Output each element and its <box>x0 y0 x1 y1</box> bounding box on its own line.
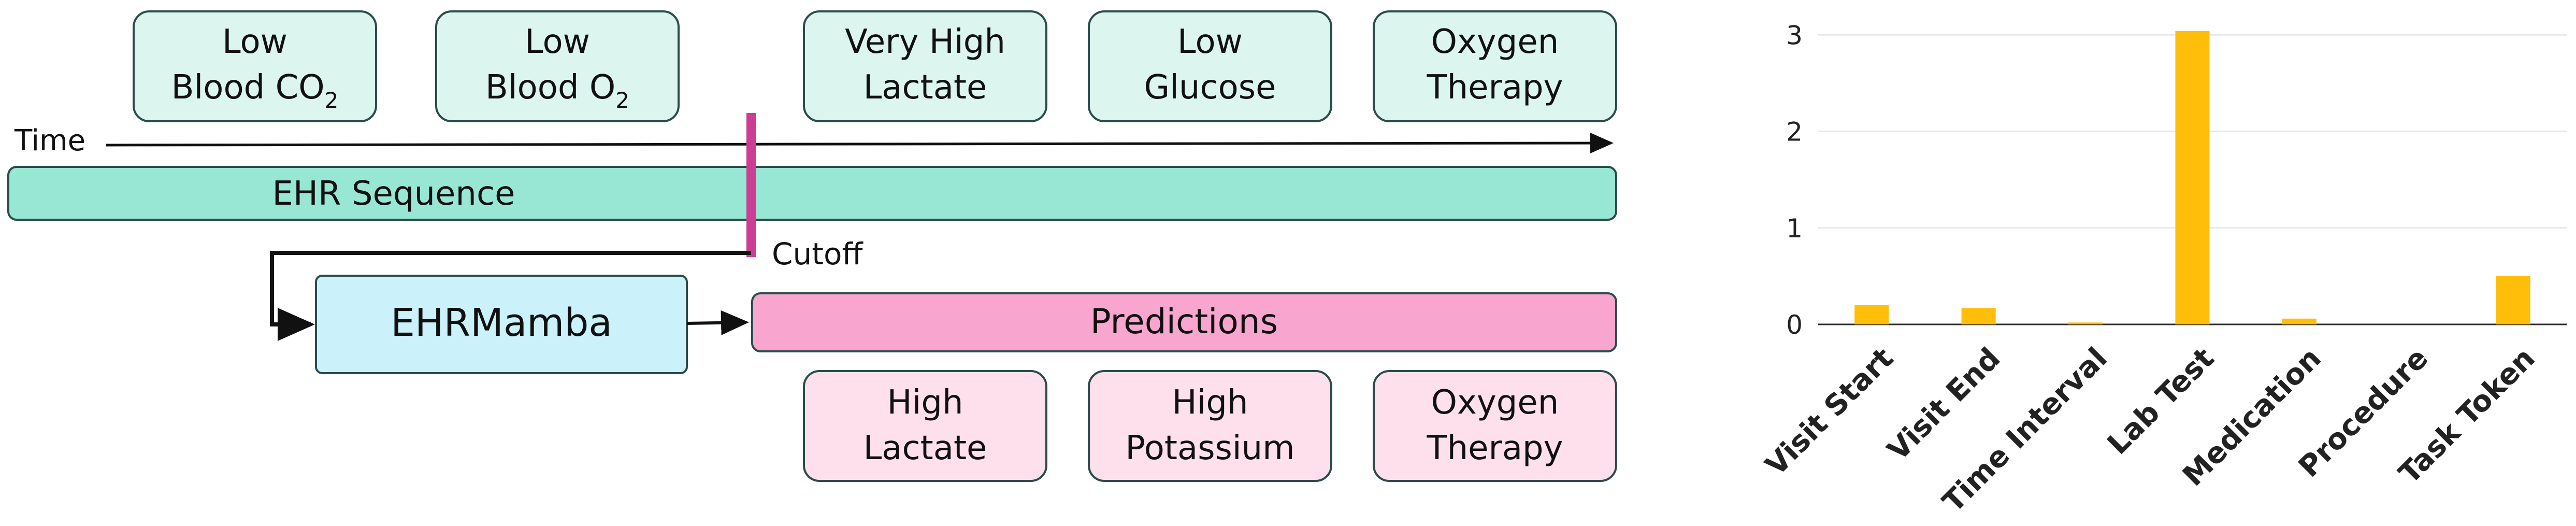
prediction-line1: Oxygen <box>1431 383 1559 422</box>
prediction-line2: Potassium <box>1125 429 1294 467</box>
bar-medication <box>2282 318 2316 324</box>
chart-y-tick-labels: 0 1 2 3 <box>1786 20 1803 340</box>
event-line2: Blood CO2 <box>171 68 339 113</box>
prediction-box-oxygen-therapy: Oxygen Therapy <box>1373 370 1617 482</box>
y-tick-label: 3 <box>1786 20 1803 50</box>
event-line2: Blood O2 <box>485 68 629 113</box>
prediction-box-high-potassium: High Potassium <box>1088 370 1332 482</box>
ehr-sequence-bar: EHR Sequence <box>7 166 1617 221</box>
cutoff-label: Cutoff <box>772 236 864 272</box>
model-to-predictions-arrow <box>686 310 749 335</box>
model-label: EHRMamba <box>391 301 612 345</box>
prediction-box-shape <box>1088 370 1332 482</box>
event-line1: Low <box>222 23 287 61</box>
sequence-shape <box>7 166 1617 221</box>
event-line2: Glucose <box>1144 68 1276 107</box>
y-tick-label: 2 <box>1786 117 1803 147</box>
model-shape <box>315 275 688 374</box>
prediction-box-high-lactate: High Lactate <box>803 370 1047 482</box>
predictions-shape <box>751 292 1617 352</box>
event-line1: Oxygen <box>1431 23 1559 61</box>
bar-time-interval <box>2068 322 2103 324</box>
chart-bars <box>1854 31 2530 325</box>
event-box-shape <box>435 10 680 122</box>
bar-task-token <box>2496 276 2530 324</box>
bar-visit-start <box>1854 305 1889 324</box>
event-box-shape <box>803 10 1047 122</box>
prediction-line1: High <box>887 383 963 422</box>
prediction-box-shape <box>1373 370 1617 482</box>
event-line2-main: Blood CO <box>171 68 325 107</box>
event-line2-subscript: 2 <box>615 88 629 113</box>
event-box-shape <box>133 10 377 122</box>
event-box-low-glucose: Low Glucose <box>1088 10 1332 122</box>
event-box-shape <box>1088 10 1332 122</box>
prediction-line1: High <box>1172 383 1248 422</box>
sequence-label: EHR Sequence <box>272 175 515 213</box>
event-line1: Low <box>525 23 590 61</box>
event-box-shape <box>1373 10 1617 122</box>
x-tick-label: Visit Start <box>1759 342 1900 482</box>
cutoff-to-model-arrow <box>270 251 751 341</box>
time-arrow <box>106 133 1614 154</box>
bar-lab-test <box>2175 31 2210 325</box>
event-line2: Therapy <box>1426 68 1563 107</box>
event-line2: Lactate <box>864 68 987 107</box>
predictions-label: Predictions <box>1090 302 1278 342</box>
y-tick-label: 1 <box>1786 214 1803 244</box>
event-box-low-blood-co2: Low Blood CO2 <box>133 10 377 122</box>
event-line1: Low <box>1177 23 1243 61</box>
diagram: Low Blood CO2 Low Blood O2 Very High Lac… <box>7 10 1617 482</box>
y-tick-label: 0 <box>1786 310 1803 340</box>
time-label: Time <box>14 124 85 158</box>
prediction-line2: Lactate <box>864 429 987 467</box>
event-box-low-blood-o2: Low Blood O2 <box>435 10 680 122</box>
prediction-line2: Therapy <box>1426 429 1563 467</box>
ehrmamba-model-box: EHRMamba <box>315 275 688 374</box>
bar-visit-end <box>1961 308 1996 324</box>
event-box-very-high-lactate: Very High Lactate <box>803 10 1047 122</box>
predictions-bar: Predictions <box>751 292 1617 352</box>
prediction-box-shape <box>803 370 1047 482</box>
event-line1: Very High <box>845 23 1005 61</box>
event-box-oxygen-therapy: Oxygen Therapy <box>1373 10 1617 122</box>
event-line2-subscript: 2 <box>325 88 339 113</box>
event-line2-main: Blood O <box>485 68 615 107</box>
